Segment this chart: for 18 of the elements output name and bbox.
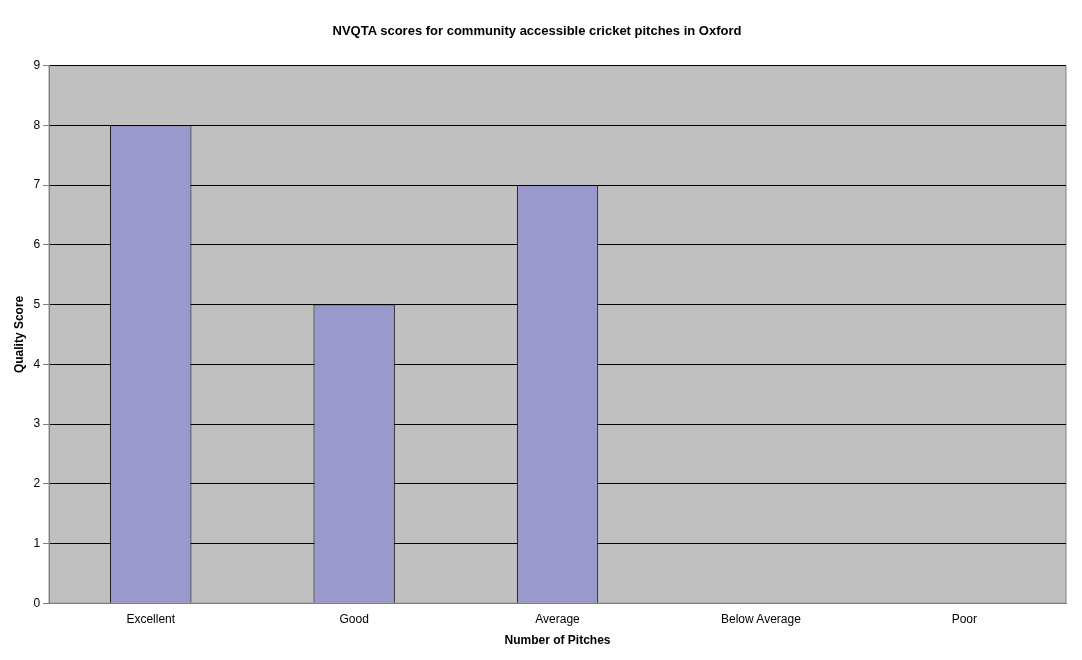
- y-tick-label: 2: [33, 476, 41, 491]
- y-tick-label: 1: [33, 535, 41, 550]
- y-tick-label: 4: [33, 356, 41, 371]
- x-axis-title: Number of Pitches: [504, 633, 611, 648]
- x-tick-label: Good: [339, 611, 369, 626]
- y-tick-label: 8: [33, 117, 41, 132]
- y-tick-label: 6: [33, 237, 41, 252]
- x-tick-label: Below Average: [721, 611, 802, 626]
- y-tick-label: 3: [33, 416, 41, 431]
- y-tick-label: 7: [33, 177, 41, 192]
- x-tick-label: Poor: [951, 611, 977, 626]
- x-tick-label: Average: [535, 611, 581, 626]
- y-tick-label: 5: [33, 296, 41, 311]
- y-axis-title: Quality Score: [11, 295, 26, 374]
- y-tick-label: 0: [33, 595, 41, 610]
- y-tick-label: 9: [33, 57, 41, 72]
- chart-title: NVQTA scores for community accessible cricket pitches in Oxford: [332, 23, 742, 39]
- x-tick-label: Excellent: [126, 611, 176, 626]
